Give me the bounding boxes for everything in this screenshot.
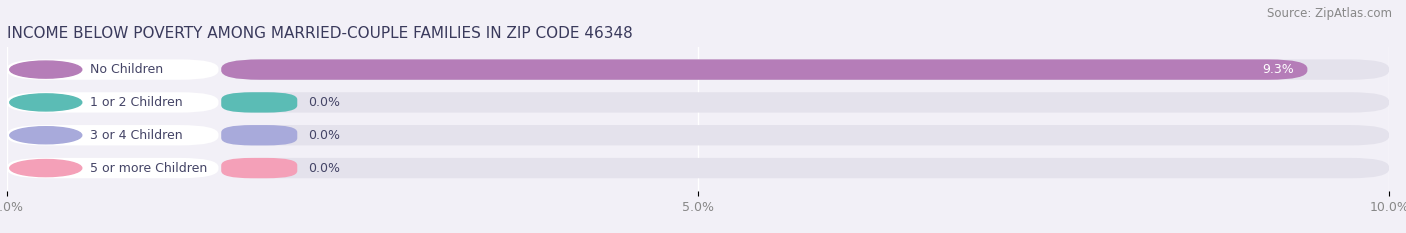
FancyBboxPatch shape [221,125,1389,145]
FancyBboxPatch shape [221,158,1389,178]
FancyBboxPatch shape [7,59,218,80]
FancyBboxPatch shape [7,125,218,145]
FancyBboxPatch shape [7,92,218,113]
FancyBboxPatch shape [221,92,297,113]
Circle shape [10,61,82,78]
Circle shape [10,94,82,111]
Text: 0.0%: 0.0% [308,161,340,175]
FancyBboxPatch shape [221,125,297,145]
FancyBboxPatch shape [221,158,297,178]
Text: 0.0%: 0.0% [308,96,340,109]
Circle shape [10,127,82,144]
Text: Source: ZipAtlas.com: Source: ZipAtlas.com [1267,7,1392,20]
FancyBboxPatch shape [7,158,218,178]
Text: INCOME BELOW POVERTY AMONG MARRIED-COUPLE FAMILIES IN ZIP CODE 46348: INCOME BELOW POVERTY AMONG MARRIED-COUPL… [7,26,633,41]
Text: 5 or more Children: 5 or more Children [90,161,207,175]
FancyBboxPatch shape [221,59,1308,80]
Circle shape [10,160,82,177]
Text: No Children: No Children [90,63,163,76]
Text: 1 or 2 Children: 1 or 2 Children [90,96,183,109]
Text: 0.0%: 0.0% [308,129,340,142]
FancyBboxPatch shape [221,59,1389,80]
FancyBboxPatch shape [221,92,1389,113]
Text: 9.3%: 9.3% [1261,63,1294,76]
Text: 3 or 4 Children: 3 or 4 Children [90,129,183,142]
